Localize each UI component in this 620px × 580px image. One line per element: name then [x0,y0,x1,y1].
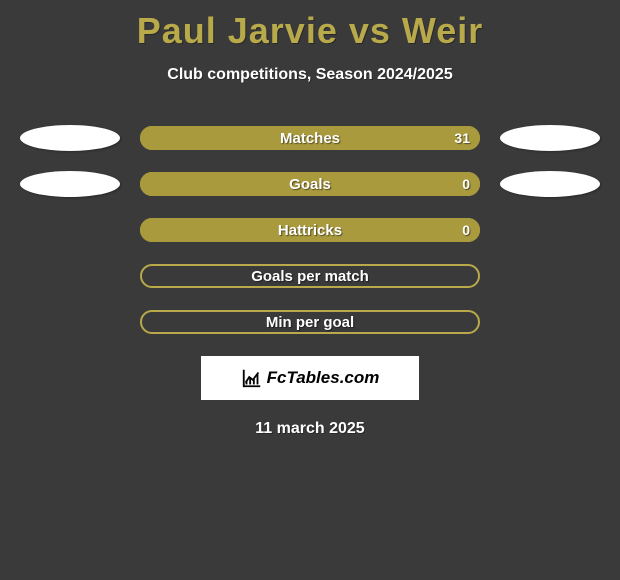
stat-bar: Goals per match [140,264,480,288]
left-ellipse [20,125,120,151]
page-title: Paul Jarvie vs Weir [0,0,620,52]
stat-bar: Matches31 [140,126,480,150]
bar-label: Matches [140,126,480,150]
stat-row: Min per goal [0,310,620,334]
bar-label: Hattricks [140,218,480,242]
stat-row: Goals0 [0,172,620,196]
right-ellipse [500,171,600,197]
brand-box: FcTables.com [201,356,419,400]
stat-bar: Min per goal [140,310,480,334]
left-ellipse [20,171,120,197]
stat-bar: Goals0 [140,172,480,196]
subtitle: Club competitions, Season 2024/2025 [0,66,620,84]
date-text: 11 march 2025 [0,420,620,438]
stat-bar: Hattricks0 [140,218,480,242]
bar-value: 31 [454,126,470,150]
stats-area: Matches31Goals0Hattricks0Goals per match… [0,126,620,334]
bar-value: 0 [462,218,470,242]
stat-row: Goals per match [0,264,620,288]
stat-row: Hattricks0 [0,218,620,242]
brand-chart-icon [241,367,263,389]
bar-value: 0 [462,172,470,196]
stat-row: Matches31 [0,126,620,150]
bar-label: Goals per match [140,264,480,288]
bar-label: Min per goal [140,310,480,334]
brand-text: FcTables.com [267,368,380,388]
right-ellipse [500,125,600,151]
bar-label: Goals [140,172,480,196]
